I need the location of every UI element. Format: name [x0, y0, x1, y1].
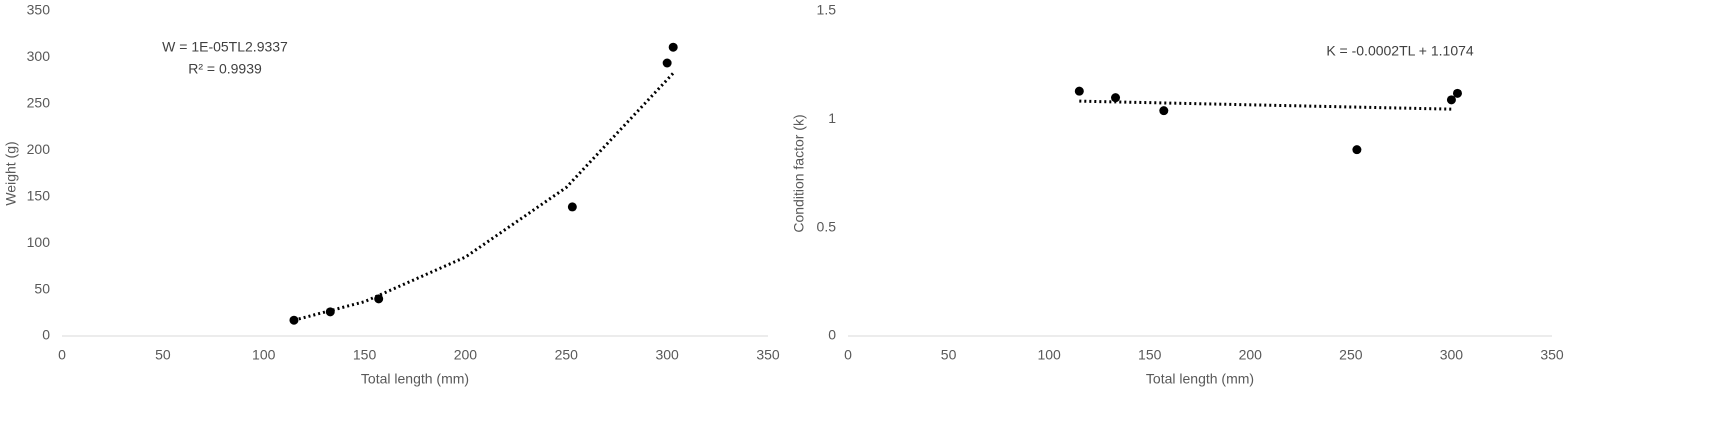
data-point [662, 58, 672, 68]
chart: 0 0.5 1 1.5 0 50 100 150 200 250 300 350 Total lengt… [791, 2, 1564, 387]
y-tick-label: 250 [27, 95, 51, 111]
y-tick-label: 1.5 [817, 2, 837, 18]
data-point [668, 42, 678, 52]
data-point [1352, 145, 1362, 155]
x-axis-title: Total length (mm) [1146, 371, 1254, 387]
x-tick-label: 150 [1138, 347, 1162, 363]
data-point [1446, 95, 1456, 105]
x-tick-label: 100 [1037, 347, 1061, 363]
x-tick-label: 350 [1540, 347, 1564, 363]
y-tick-label: 200 [27, 141, 51, 157]
x-tick-label: 300 [655, 347, 679, 363]
y-tick-label: 50 [34, 280, 50, 296]
y-tick-label: 1 [828, 110, 836, 126]
data-point [1452, 88, 1462, 98]
annotation: K = -0.0002TL + 1.1074 [1326, 43, 1474, 59]
data-point [289, 315, 299, 325]
x-tick-label: 150 [353, 347, 377, 363]
data-point [1111, 93, 1121, 103]
data-point [1159, 106, 1169, 116]
data-point [374, 294, 384, 304]
trendline [293, 72, 675, 322]
x-axis-title: Total length (mm) [361, 371, 469, 387]
annotation: W = 1E-05TL2.9337 [162, 39, 288, 55]
x-tick-label: 250 [555, 347, 579, 363]
data-point [567, 202, 577, 212]
x-tick-label: 50 [155, 347, 171, 363]
y-tick-label: 300 [27, 48, 51, 64]
y-tick-label: 0 [42, 327, 50, 343]
x-tick-label: 50 [941, 347, 957, 363]
y-tick-label: 350 [27, 2, 51, 18]
y-tick-label: 100 [27, 234, 51, 250]
data-point [1074, 86, 1084, 96]
x-tick-label: 100 [252, 347, 276, 363]
x-tick-label: 200 [1239, 347, 1263, 363]
y-tick-label: 150 [27, 187, 51, 203]
x-tick-label: 350 [756, 347, 780, 363]
annotation: R² = 0.9939 [188, 61, 262, 77]
x-tick-label: 250 [1339, 347, 1363, 363]
y-tick-label: 0.5 [817, 218, 837, 234]
y-axis-title: Condition factor (k) [791, 114, 807, 232]
y-tick-label: 0 [828, 327, 836, 343]
trendline [1079, 99, 1452, 111]
x-tick-label: 200 [454, 347, 478, 363]
x-tick-label: 300 [1440, 347, 1464, 363]
chart: 0 50 100 150 200 250 300 350 0 50 100 150 200 250 300 3… [3, 2, 780, 387]
x-tick-label: 0 [58, 347, 66, 363]
x-tick-label: 0 [844, 347, 852, 363]
data-point [325, 307, 335, 317]
y-axis-title: Weight (g) [3, 141, 19, 205]
